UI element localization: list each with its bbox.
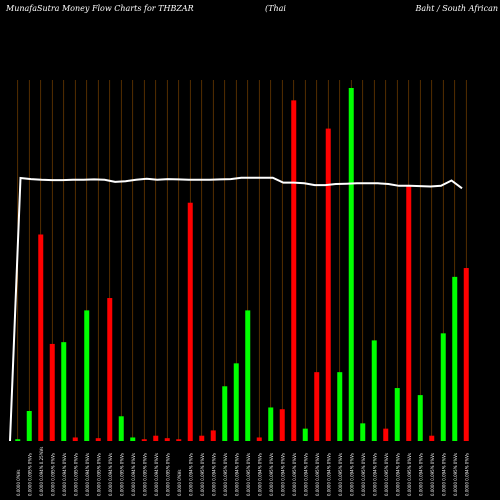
x-tick-label: 0.0000 0.095% 0%Vs	[361, 453, 366, 496]
bar	[187, 202, 193, 441]
x-tick-label: 0.0000 0.095% 0%Vs	[165, 453, 170, 496]
chart-title-pair-start: (Thai	[265, 4, 286, 13]
bar	[26, 410, 32, 441]
bar	[314, 372, 320, 441]
x-tick-label: 0.0000 0.095% 0%Vs	[223, 453, 228, 496]
x-tick-label: 0.0000 0.095% 0%Vs	[269, 453, 274, 496]
bar	[107, 298, 113, 441]
x-tick-label: 0.0000 0.094% 0%Vs	[131, 453, 136, 496]
x-tick-label: 0.0000 0.094% 0%Vs	[441, 453, 446, 496]
x-tick-label: 0.0000 0.094% 0%Vs	[62, 453, 67, 496]
bar	[371, 340, 377, 441]
x-tick-label: 0.0000 0.095% 0%Vs	[430, 453, 435, 496]
money-flow-line	[9, 176, 463, 442]
bar	[176, 439, 182, 441]
x-tick-label: 0.0000 0%Vs	[16, 470, 21, 496]
bar	[233, 363, 239, 441]
x-tick-label: 0.0000 0.095% 0%Vs	[119, 453, 124, 496]
bar	[325, 128, 331, 441]
x-tick-label: 0.0000 0.095% 0%Vs	[96, 453, 101, 496]
x-tick-label: 0.0000 0.094% 0%Vs	[326, 453, 331, 496]
x-tick-label: 0.0000 0.095% 0%Vs	[142, 453, 147, 496]
bar	[360, 423, 366, 441]
x-tick-labels: 0.0000 0%Vs 0.0000 0.095% 0%Vs 0.0000 0.09…	[16, 447, 470, 496]
x-tick-label: 0.0000 0.094% 0%Vs	[257, 453, 262, 496]
x-tick-label: 0.0000 0.094% 0%Vs	[464, 453, 469, 496]
bar	[383, 428, 389, 441]
bar	[15, 439, 21, 441]
bar	[291, 100, 297, 441]
x-tick-label: 0.0000 0.094% 0%Vs	[280, 453, 285, 496]
bar	[164, 438, 170, 441]
bar	[440, 333, 446, 441]
x-tick-label: 0.0000 0.095% 0%Vs	[407, 453, 412, 496]
x-tick-label: 0.0000 0.094% 0%Vs	[108, 453, 113, 496]
bar	[210, 430, 216, 441]
x-tick-label: 0.0000 0.094% 0%Vs	[303, 453, 308, 496]
bar	[95, 438, 101, 441]
x-tick-label: 0.0000 0.095% 0%Vs	[453, 453, 458, 496]
x-tick-label: 0.0000 0.094% 0%Vs	[85, 453, 90, 496]
x-tick-label: 0.0000 0.094% 0%Vs	[211, 453, 216, 496]
bar	[61, 342, 67, 441]
x-tick-label: 0.0000 0.094% 0.25%Vs	[39, 447, 44, 496]
bar	[302, 428, 308, 441]
x-tick-label: 0.0000 0.094% 0%Vs	[349, 453, 354, 496]
bar	[49, 343, 55, 441]
x-tick-label: 0.0000 0.095% 0%Vs	[50, 453, 55, 496]
x-tick-label: 0.0000 0.095% 0%Vs	[315, 453, 320, 496]
bar	[72, 437, 78, 441]
bar	[222, 386, 228, 441]
bar	[130, 437, 136, 441]
bar	[245, 310, 251, 441]
bar	[118, 416, 124, 441]
bar	[38, 234, 44, 441]
x-tick-label: 0.0000 0.095% 0%Vs	[292, 453, 297, 496]
bar-series	[15, 88, 469, 441]
x-tick-label: 0.0000 0.094% 0%Vs	[418, 453, 423, 496]
x-tick-label: 0.0000 0.094% 0%Vs	[372, 453, 377, 496]
bar	[153, 435, 159, 441]
bar	[452, 276, 458, 441]
x-tick-label: 0.0000 0.095% 0%Vs	[246, 453, 251, 496]
x-tick-label: 0.0000 0.095% 0%Vs	[338, 453, 343, 496]
bar	[417, 395, 423, 441]
x-tick-label: 0.0000 0.095% 0%Vs	[200, 453, 205, 496]
x-tick-label: 0.0000 0.095% 0%Vs	[73, 453, 78, 496]
bar	[141, 439, 147, 441]
x-tick-label: 0.0000 0%Vs	[177, 470, 182, 496]
bar	[429, 435, 435, 441]
bar	[199, 435, 205, 441]
x-tick-label: 0.0000 0.095% 0%Vs	[27, 453, 32, 496]
bar	[84, 310, 90, 441]
bar	[463, 268, 469, 441]
x-tick-label: 0.0000 0.094% 0%Vs	[154, 453, 159, 496]
bar	[279, 409, 285, 441]
x-tick-label: 0.0000 0.094% 0%Vs	[188, 453, 193, 496]
bar	[256, 437, 262, 441]
x-tick-label: 0.0000 0.095% 0%Vs	[384, 453, 389, 496]
bar	[406, 185, 412, 441]
x-tick-label: 0.0000 0.094% 0%Vs	[395, 453, 400, 496]
chart-title-pair-name: Baht / South African	[415, 4, 498, 13]
x-tick-label: 0.0000 0.094% 0%Vs	[234, 453, 239, 496]
bar	[348, 88, 354, 441]
chart-title: MunafaSutra Money Flow Charts for THBZAR	[6, 4, 194, 13]
bar	[394, 388, 400, 441]
bar	[337, 372, 343, 441]
bar	[268, 407, 274, 441]
